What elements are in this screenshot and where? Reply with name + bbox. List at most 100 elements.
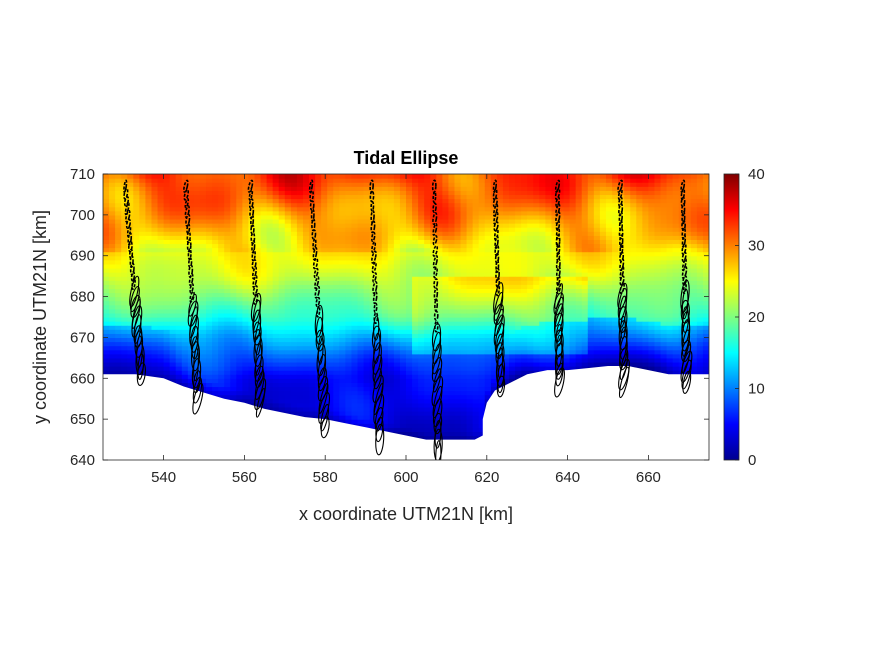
heatmap-cell (478, 431, 486, 437)
heatmap-cell (151, 349, 159, 355)
heatmap-cell (224, 317, 231, 322)
heatmap-cell (424, 394, 431, 400)
heatmap-cell (412, 366, 419, 371)
heatmap-cell (339, 243, 346, 249)
heatmap-cell (381, 312, 389, 318)
heatmap-cell (381, 174, 389, 179)
heatmap-cell (218, 239, 225, 245)
heatmap-cell (290, 300, 298, 306)
heatmap-cell (181, 284, 189, 289)
heatmap-cell (333, 312, 340, 318)
heatmap-cell (151, 304, 159, 310)
heatmap-cell (139, 296, 147, 302)
heatmap-cell (460, 317, 468, 322)
heatmap-cell (339, 341, 346, 347)
heatmap-cell (393, 198, 401, 204)
heatmap-cell (472, 431, 480, 437)
heatmap-cell (448, 247, 456, 253)
heatmap-cell (103, 308, 110, 314)
heatmap-cell (351, 178, 359, 183)
heatmap-cell (454, 227, 462, 232)
heatmap-cell (290, 255, 298, 261)
heatmap-cell (157, 227, 165, 232)
heatmap-cell (181, 272, 189, 277)
heatmap-cell (424, 218, 431, 224)
heatmap-cell (478, 427, 486, 432)
heatmap-cell (345, 223, 353, 228)
heatmap-cell (230, 276, 237, 281)
heatmap-cell (345, 292, 353, 298)
heatmap-cell (278, 174, 286, 179)
heatmap-cell (412, 337, 419, 343)
heatmap-cell (460, 423, 468, 428)
heatmap-cell (175, 272, 183, 277)
heatmap-cell (266, 288, 274, 294)
heatmap-cell (418, 431, 425, 437)
heatmap-cell (248, 300, 256, 306)
heatmap-cell (302, 186, 310, 191)
heatmap-cell (521, 231, 528, 236)
heatmap-cell (339, 174, 346, 179)
heatmap-cell (218, 214, 225, 220)
heatmap-cell (272, 406, 280, 412)
heatmap-cell (521, 194, 528, 200)
heatmap-cell (193, 292, 201, 298)
heatmap-cell (187, 300, 195, 306)
heatmap-cell (248, 276, 256, 281)
heatmap-cell (472, 235, 480, 240)
heatmap-cell (393, 329, 401, 334)
heatmap-cell (430, 272, 437, 277)
heatmap-cell (315, 321, 322, 326)
heatmap-cell (193, 178, 201, 183)
heatmap-cell (412, 194, 419, 200)
heatmap-cell (454, 178, 462, 183)
heatmap-cell (466, 194, 474, 200)
heatmap-cell (345, 378, 353, 383)
heatmap-cell (315, 296, 322, 302)
heatmap-cell (193, 227, 201, 232)
heatmap-cell (327, 415, 334, 420)
heatmap-cell (412, 259, 419, 265)
heatmap-cell (460, 398, 468, 404)
heatmap-cell (454, 345, 462, 351)
heatmap-cell (278, 255, 286, 261)
heatmap-cell (363, 186, 371, 191)
heatmap-cell (345, 349, 353, 355)
heatmap-cell (430, 174, 437, 179)
heatmap-cell (145, 243, 153, 249)
heatmap-cell (448, 431, 456, 437)
heatmap-cell (284, 394, 292, 400)
heatmap-cell (436, 210, 443, 216)
heatmap-cell (109, 296, 116, 302)
heatmap-cell (472, 402, 480, 408)
heatmap-cell (296, 296, 304, 302)
heatmap-cell (454, 357, 462, 363)
heatmap-cell (181, 231, 189, 236)
heatmap-cell (157, 272, 165, 277)
heatmap-cell (163, 210, 171, 216)
heatmap-cell (399, 390, 407, 396)
heatmap-cell (412, 202, 419, 208)
heatmap-cell (333, 308, 340, 314)
heatmap-cell (163, 317, 171, 322)
heatmap-cell (424, 223, 431, 228)
heatmap-cell (242, 382, 250, 388)
heatmap-cell (430, 337, 437, 343)
heatmap-cell (157, 304, 165, 310)
heatmap-cell (357, 288, 365, 294)
heatmap-cell (339, 280, 346, 285)
heatmap-cell (393, 325, 401, 330)
heatmap-cell (212, 370, 219, 375)
heatmap-cell (103, 218, 110, 224)
heatmap-cell (145, 227, 153, 232)
heatmap-cell (309, 402, 316, 408)
heatmap-cell (272, 259, 280, 265)
heatmap-cell (266, 357, 274, 363)
heatmap-cell (509, 202, 516, 208)
heatmap-cell (345, 280, 353, 285)
heatmap-cell (466, 366, 474, 371)
heatmap-cell (436, 321, 443, 326)
heatmap-cell (151, 296, 159, 302)
heatmap-cell (321, 398, 328, 404)
heatmap-cell (442, 423, 450, 428)
